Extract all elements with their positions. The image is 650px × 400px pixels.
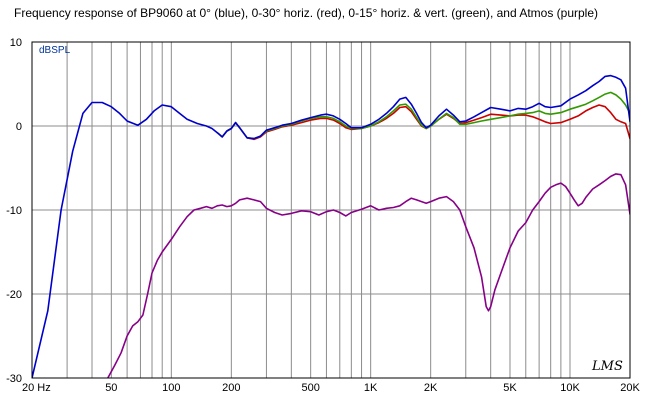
x-tick-label: 2K — [424, 382, 438, 394]
grid — [32, 42, 630, 378]
series-line-2 — [216, 91, 630, 140]
x-tick-label: 1K — [364, 382, 378, 394]
y-tick-label: -30 — [6, 373, 22, 385]
x-tick-label: 500 — [301, 382, 319, 394]
series-line-0 — [32, 74, 630, 378]
x-tick-label: 50 — [105, 382, 117, 394]
series-layer — [32, 74, 630, 378]
x-tick-label: 5K — [503, 382, 517, 394]
x-tick-label: 20K — [620, 382, 640, 394]
x-tick-label: 20 Hz — [22, 382, 51, 394]
x-tick-label: 100 — [162, 382, 180, 394]
x-tick-labels: 20 Hz 50 100 200 500 1K 2K 5K 10K 20K — [22, 382, 640, 394]
y-tick-label: 0 — [16, 121, 22, 133]
signature-logo: LMS — [591, 359, 623, 374]
y-tick-label: 10 — [10, 37, 22, 49]
y-tick-label: -10 — [6, 205, 22, 217]
y-tick-label: -20 — [6, 289, 22, 301]
x-tick-label: 10K — [560, 382, 580, 394]
x-tick-label: 200 — [222, 382, 240, 394]
chart-title: Frequency response of BP9060 at 0° (blue… — [14, 6, 598, 20]
y-axis-label: dBSPL — [39, 45, 71, 56]
series-line-3 — [107, 173, 630, 378]
plot-frame — [31, 41, 631, 379]
y-tick-labels: 10 0 -10 -20 -30 — [6, 37, 22, 385]
